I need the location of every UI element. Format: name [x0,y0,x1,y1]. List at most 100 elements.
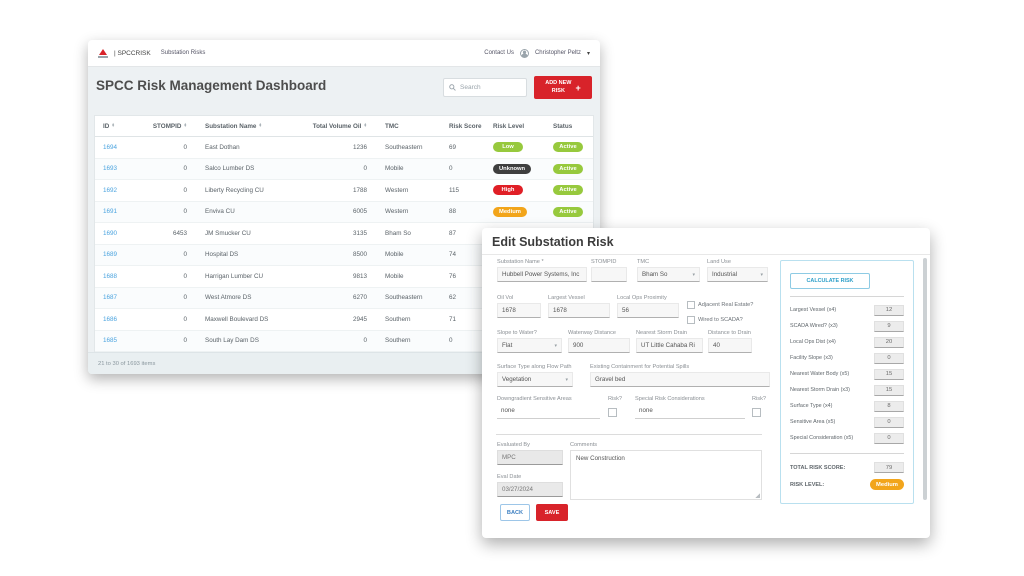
risk-factor-value: 20 [874,336,904,348]
add-new-risk-button[interactable]: ADD NEW RISK + [534,76,592,99]
risk-factor-value: 15 [874,368,904,380]
distance-to-drain-input[interactable]: 40 [708,338,752,353]
row-stompid: 0 [183,294,187,302]
divider [496,434,762,435]
row-stompid: 0 [183,208,187,216]
checkbox-icon [687,316,695,324]
risk-factor-row: SCADA Wired? (x3) 9 [790,318,904,334]
chevron-down-icon: ▾ [565,376,568,383]
sensitive-areas-input[interactable]: none [497,404,600,419]
row-id-link[interactable]: 1685 [103,337,118,345]
substation-name-input[interactable]: Hubbell Power Systems, Inc [497,267,587,282]
risk-level-badge: Medium [493,206,527,217]
risk-factor-label: Special Consideration (x5) [790,435,854,441]
waterway-distance-field: Waterway Distance 900 [568,330,630,353]
row-tmc: Bham So [385,229,411,237]
row-id-link[interactable]: 1693 [103,165,118,173]
row-id-link[interactable]: 1692 [103,186,118,194]
risk-factor-list: Largest Vessel (x4) 12 SCADA Wired? (x3) 9 L… [790,302,904,446]
column-header-id[interactable]: ID ▲ ▼ [103,122,115,130]
column-header-substation-name[interactable]: Substation Name ▲ ▼ [205,122,262,130]
row-tmc: Southeastern [385,143,423,151]
risk-factor-row: Largest Vessel (x4) 12 [790,302,904,318]
contact-us-link[interactable]: Contact Us [484,50,514,56]
special-risk-checkbox[interactable] [752,408,761,417]
risk-factor-value: 0 [874,432,904,444]
stompid-input[interactable] [591,267,627,282]
row-risk-score: 0 [449,165,453,173]
save-button[interactable]: SAVE [536,504,568,521]
special-risks-input[interactable]: none [635,404,745,419]
search-input[interactable] [460,84,521,91]
sensitive-risk-checkbox-field: Risk? [608,396,622,422]
comments-textarea[interactable]: New Construction [570,450,762,500]
plus-icon: + [575,82,581,93]
dialog-scrollbar[interactable] [923,258,927,500]
tmc-field: TMC Bham So ▾ [637,259,700,282]
chevron-down-icon[interactable]: ▾ [586,50,590,57]
edit-substation-risk-dialog: Edit Substation Risk Substation Name * H… [482,228,930,538]
tmc-select[interactable]: Bham So ▾ [637,267,700,282]
nearest-storm-drain-input[interactable]: UT Little Cahaba Ri [636,338,703,353]
row-risk-score: 69 [449,143,457,151]
risk-factor-label: Nearest Storm Drain (x3) [790,387,850,393]
land-use-select[interactable]: Industrial ▾ [707,267,768,282]
stompid-field: STOMPID [591,259,627,282]
row-status-cell: Active [545,185,593,196]
row-substation-name: Liberty Recycling CU [205,186,264,194]
containment-input[interactable]: Gravel bed [590,372,770,387]
nav-item-substation-risks[interactable]: Substation Risks [160,50,206,56]
page-title: SPCC Risk Management Dashboard [96,78,327,93]
surface-type-select[interactable]: Vegetation ▾ [497,372,573,387]
risk-factor-row: Local Ops Dist (x4) 20 [790,334,904,350]
search-box [443,78,527,97]
sort-icon: ▲ ▼ [111,122,115,128]
sort-icon: ▲ ▼ [258,122,262,128]
calculate-risk-button[interactable]: CALCULATE RISK [790,273,870,289]
row-status-cell: Active [545,163,593,174]
largest-vessel-input[interactable]: 1678 [548,303,610,318]
waterway-distance-input[interactable]: 900 [568,338,630,353]
row-risk-level-cell: High [485,185,545,196]
row-id-link[interactable]: 1687 [103,294,118,302]
local-ops-proximity-input[interactable]: 56 [617,303,679,318]
row-substation-name: East Dothan [205,143,240,151]
row-id-link[interactable]: 1689 [103,251,118,259]
row-substation-name: JM Smucker CU [205,229,251,237]
row-id-link[interactable]: 1694 [103,143,118,151]
back-button[interactable]: BACK [500,504,530,521]
containment-field: Existing Containment for Potential Spill… [590,364,770,387]
table-row: 1694 0 East Dothan 1236 Southeastern 69 Low Act… [95,137,593,159]
risk-factor-label: Largest Vessel (x4) [790,307,837,313]
sort-icon: ▲ ▼ [183,122,187,128]
wired-to-scada-checkbox[interactable]: Wired to SCADA? [687,316,743,324]
row-total-volume-oil: 0 [363,165,367,173]
checkbox-icon [687,301,695,309]
slope-to-water-select[interactable]: Flat ▾ [497,338,562,353]
row-stompid: 0 [183,165,187,173]
chevron-down-icon: ▾ [760,271,763,278]
row-id-link[interactable]: 1690 [103,229,118,237]
row-status-cell: Active [545,206,593,217]
local-ops-proximity-field: Local Ops Proximity 56 [617,295,679,318]
row-risk-level-cell: Medium [485,206,545,217]
row-tmc: Western [385,186,409,194]
row-tmc: Southern [385,315,411,323]
oil-vol-input[interactable]: 1678 [497,303,541,318]
column-header-stompid[interactable]: STOMPID ▲ ▼ [152,122,187,130]
risk-level-badge: Medium [870,479,904,490]
sensitive-risk-checkbox[interactable] [608,408,617,417]
status-badge: Active [553,163,583,174]
adjacent-real-estate-checkbox[interactable]: Adjacent Real Estate? [687,301,753,309]
row-id-link[interactable]: 1686 [103,315,118,323]
user-menu[interactable]: Christopher Peltz [534,50,581,56]
nearest-storm-drain-field: Nearest Storm Drain UT Little Cahaba Ri [636,330,703,353]
row-stompid: 0 [183,315,187,323]
evaluated-by-field: Evaluated By MPC [497,442,563,465]
column-header-total-volume-oil[interactable]: Total Volume Oil ▲ ▼ [312,122,367,130]
row-id-link[interactable]: 1688 [103,272,118,280]
risk-factor-value: 12 [874,304,904,316]
row-tmc: Mobile [385,272,404,280]
risk-factor-value: 0 [874,416,904,428]
row-id-link[interactable]: 1691 [103,208,118,216]
